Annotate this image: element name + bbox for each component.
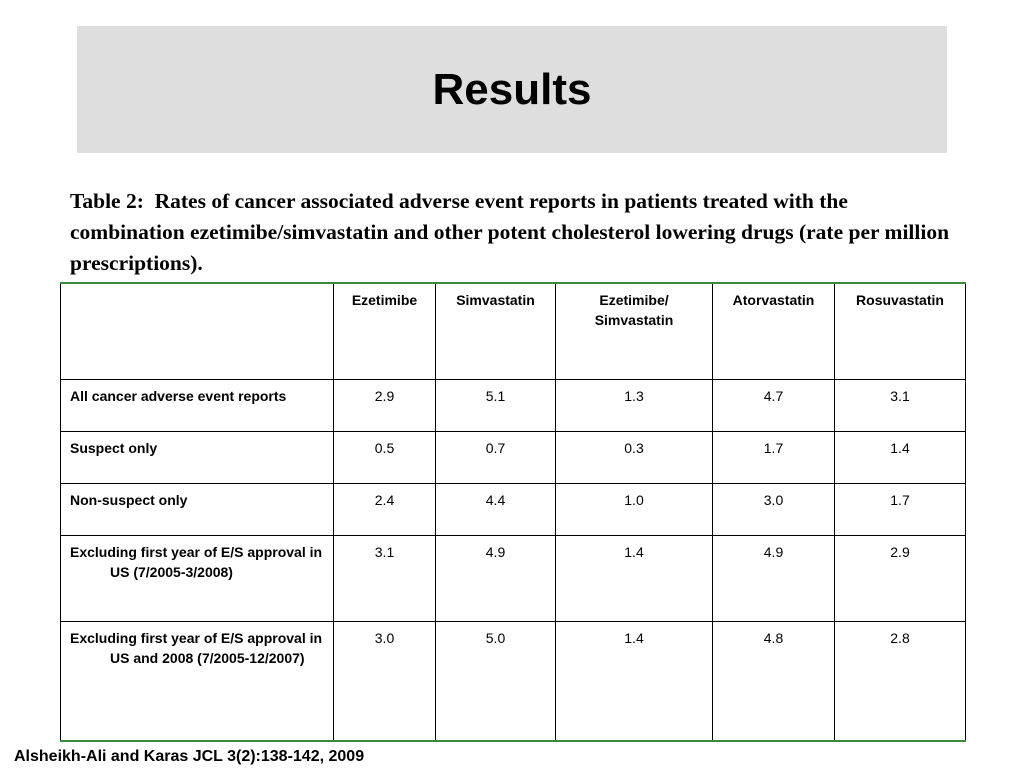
table-row: Non-suspect only 2.4 4.4 1.0 3.0 1.7 bbox=[60, 483, 966, 536]
table-row: Suspect only 0.5 0.7 0.3 1.7 1.4 bbox=[60, 431, 966, 484]
row-label: Excluding first year of E/S approval in … bbox=[60, 621, 334, 741]
table-cell: 1.4 bbox=[555, 621, 713, 741]
row-label: All cancer adverse event reports bbox=[60, 379, 334, 432]
table-cell: 2.8 bbox=[834, 621, 966, 741]
table-cell: 1.7 bbox=[834, 483, 966, 536]
table-cell: 4.8 bbox=[712, 621, 835, 741]
row-label-text: Suspect only bbox=[70, 439, 158, 456]
slide-title: Results bbox=[432, 64, 592, 114]
table-cell: 3.1 bbox=[333, 535, 436, 622]
table-cell: 0.7 bbox=[435, 431, 556, 484]
table-cell: 1.4 bbox=[834, 431, 966, 484]
table-cell: 0.5 bbox=[333, 431, 436, 484]
table-caption: Table 2: Rates of cancer associated adve… bbox=[70, 189, 955, 275]
column-header-rosuvastatin: Rosuvastatin bbox=[834, 283, 966, 380]
column-header-ezetimibe: Ezetimibe bbox=[333, 283, 436, 380]
row-label-text: Excluding first year of E/S approval in … bbox=[70, 543, 323, 580]
table-cell: 4.7 bbox=[712, 379, 835, 432]
column-header-atorvastatin: Atorvastatin bbox=[712, 283, 835, 380]
citation: Alsheikh-Ali and Karas JCL 3(2):138-142,… bbox=[14, 748, 365, 765]
table-cell: 5.0 bbox=[435, 621, 556, 741]
table-row: Excluding first year of E/S approval in … bbox=[60, 535, 966, 622]
column-header-ezetimibe-simvastatin: Ezetimibe/ Simvastatin bbox=[555, 283, 713, 380]
row-label-text: Non-suspect only bbox=[70, 491, 188, 508]
table-cell: 1.4 bbox=[555, 535, 713, 622]
table-cell: 2.4 bbox=[333, 483, 436, 536]
row-label: Non-suspect only bbox=[60, 483, 334, 536]
table-cell: 1.7 bbox=[712, 431, 835, 484]
table-cell: 1.0 bbox=[555, 483, 713, 536]
table-cell: 2.9 bbox=[333, 379, 436, 432]
table-cell: 1.3 bbox=[555, 379, 713, 432]
row-label: Excluding first year of E/S approval in … bbox=[60, 535, 334, 622]
table-cell: 0.3 bbox=[555, 431, 713, 484]
table-cell: 3.0 bbox=[333, 621, 436, 741]
table-cell: 4.9 bbox=[435, 535, 556, 622]
title-bar: Results bbox=[77, 26, 947, 153]
table-cell: 4.9 bbox=[712, 535, 835, 622]
column-header-simvastatin: Simvastatin bbox=[435, 283, 556, 380]
table-cell: 2.9 bbox=[834, 535, 966, 622]
column-header-empty bbox=[60, 283, 334, 380]
table-cell: 5.1 bbox=[435, 379, 556, 432]
row-label: Suspect only bbox=[60, 431, 334, 484]
results-table: Ezetimibe Simvastatin Ezetimibe/ Simvast… bbox=[60, 282, 966, 742]
table-row: Excluding first year of E/S approval in … bbox=[60, 621, 966, 741]
table-cell: 4.4 bbox=[435, 483, 556, 536]
table-cell: 3.0 bbox=[712, 483, 835, 536]
table-cell: 3.1 bbox=[834, 379, 966, 432]
row-label-text: All cancer adverse event reports bbox=[70, 387, 287, 404]
table-row: All cancer adverse event reports 2.9 5.1… bbox=[60, 379, 966, 432]
row-label-text: Excluding first year of E/S approval in … bbox=[70, 629, 323, 666]
table-header-row: Ezetimibe Simvastatin Ezetimibe/ Simvast… bbox=[60, 283, 966, 380]
